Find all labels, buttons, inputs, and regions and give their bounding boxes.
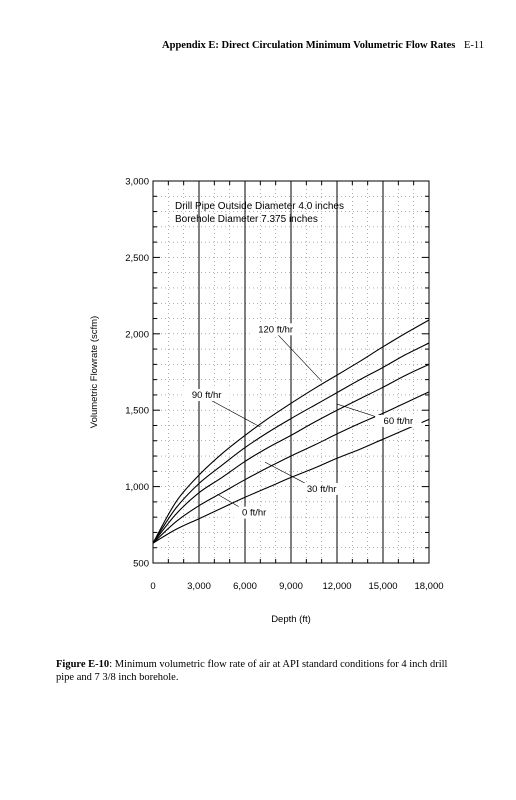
curve-label-bg — [233, 506, 275, 519]
annotation-pipe-diameter: Drill Pipe Outside Diameter 4.0 inches — [175, 201, 344, 212]
page-header: Appendix E: Direct Circulation Minimum V… — [0, 40, 484, 51]
depth-gridlines — [198, 181, 384, 563]
curve-label: 30 ft/hr — [307, 484, 337, 495]
caption-label: Figure E-10 — [56, 659, 110, 670]
flowrate-chart: 0 3,000 6,000 9,000 12,000 15,000 18,000 500 1,0… — [89, 177, 444, 626]
annotation-borehole-diameter: Borehole Diameter 7.375 inches — [175, 214, 318, 225]
axis-ticks: 0 3,000 6,000 9,000 12,000 15,000 18,000 500 1,0… — [125, 177, 443, 593]
curve-label: 60 ft/hr — [384, 416, 414, 427]
curve-labels: 120 ft/hr 90 ft/hr 60 ft/hr 30 ft/hr 0 ft/hr — [183, 323, 422, 519]
x-tick-label: 3,000 — [187, 581, 211, 592]
x-tick-label: 12,000 — [322, 581, 351, 592]
curve-label-bg — [298, 482, 345, 495]
y-tick-label: 1,500 — [125, 406, 149, 417]
y-tick-label: 2,000 — [125, 329, 149, 340]
caption-text: : Minimum volumetric flow rate of air at… — [56, 659, 448, 683]
series-line — [152, 342, 430, 544]
series-line — [152, 363, 430, 544]
series-line — [152, 319, 430, 544]
curve-label-bg — [375, 414, 422, 427]
curve-label-leader — [206, 397, 261, 428]
series-lines — [152, 319, 430, 544]
curve-label: 0 ft/hr — [242, 508, 266, 519]
curve-label-bg — [249, 323, 302, 336]
curve-label: 120 ft/hr — [258, 324, 293, 335]
header-title: Appendix E: Direct Circulation Minimum V… — [162, 40, 456, 51]
x-tick-label: 9,000 — [279, 581, 303, 592]
y-tick-label: 500 — [133, 559, 149, 570]
y-axis-label: Volumetric Flowrate (scfm) — [89, 316, 100, 428]
curve-label: 90 ft/hr — [192, 390, 222, 401]
series-line — [152, 418, 430, 544]
series-line — [152, 391, 430, 544]
x-tick-label: 15,000 — [368, 581, 397, 592]
curve-label-leader — [275, 332, 322, 382]
y-tick-label: 3,000 — [125, 177, 149, 188]
curve-label-bg — [183, 388, 230, 401]
x-tick-label: 0 — [150, 581, 155, 592]
page-number: E-11 — [463, 40, 484, 51]
y-tick-label: 1,000 — [125, 482, 149, 493]
y-tick-label: 2,500 — [125, 253, 149, 264]
x-axis-label: Depth (ft) — [271, 614, 311, 625]
x-tick-label: 6,000 — [233, 581, 257, 592]
figure-caption: Figure E-10: Minimum volumetric flow rat… — [56, 658, 466, 684]
x-tick-label: 18,000 — [414, 581, 443, 592]
